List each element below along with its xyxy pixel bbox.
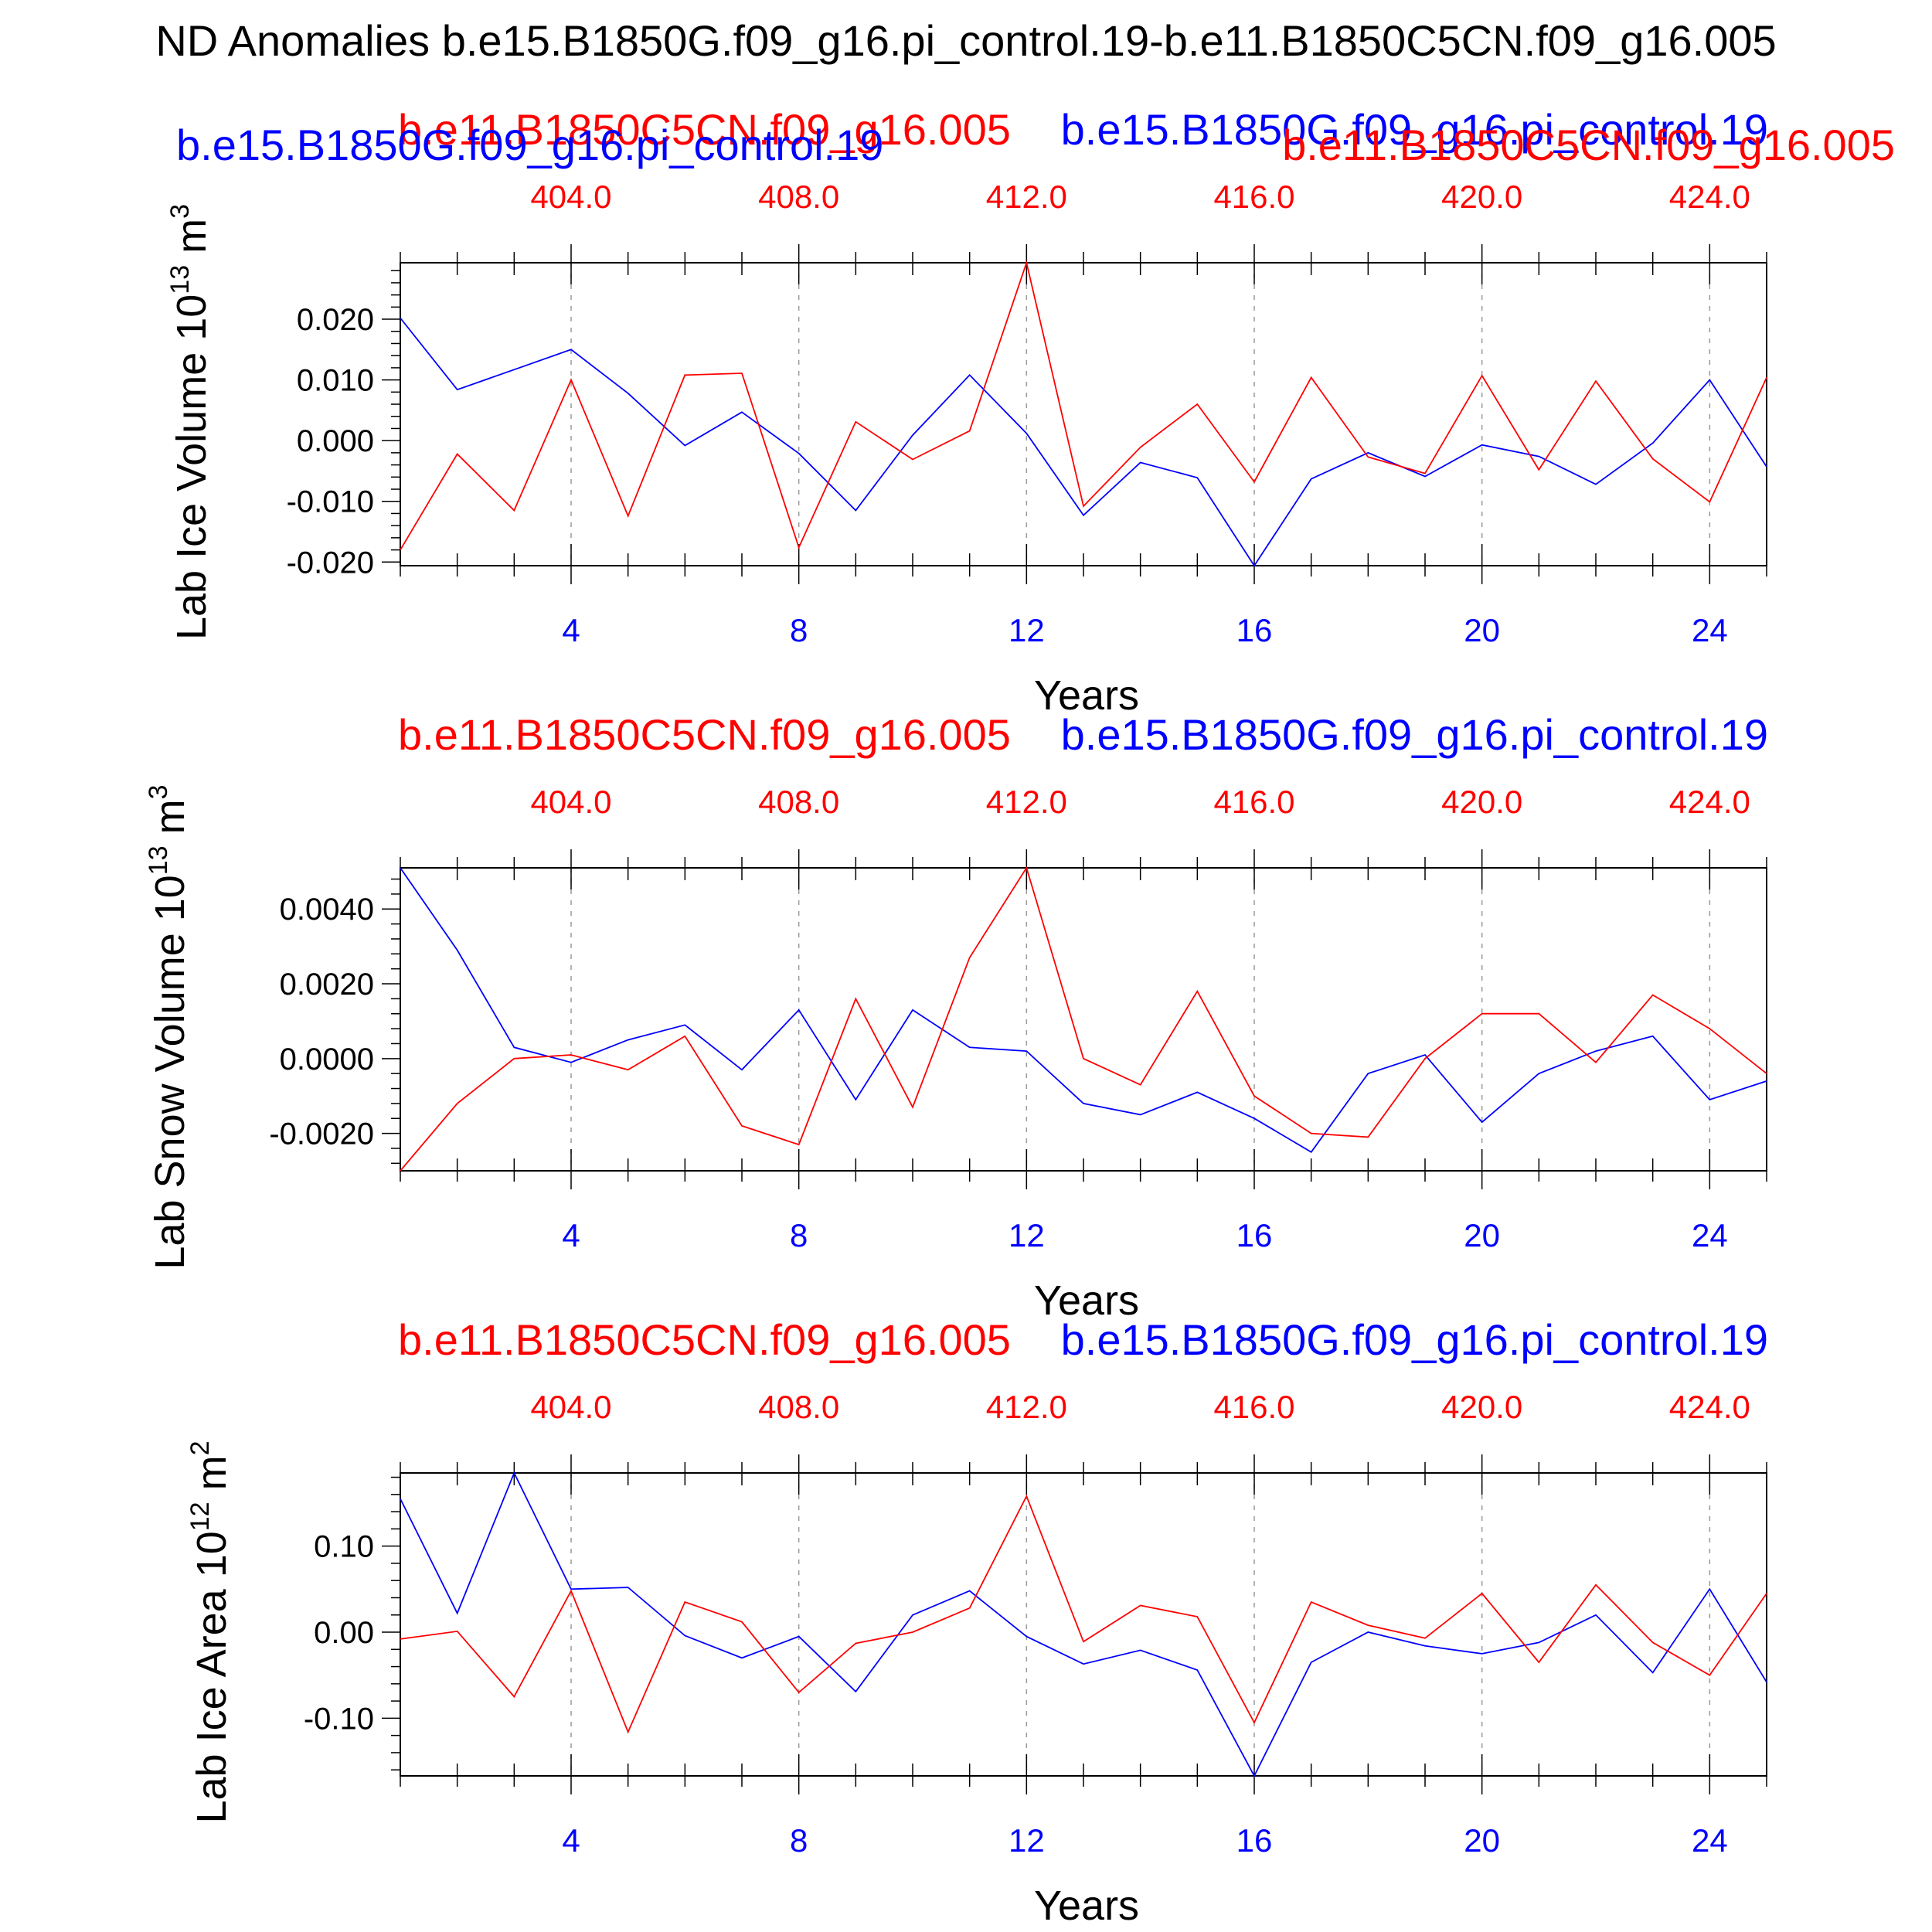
legend-red-name: b.e11.B1850C5CN.f09_g16.005	[398, 105, 1011, 154]
y-axis-title-unit: m	[189, 1455, 235, 1502]
y-tick-label: -0.10	[304, 1702, 374, 1736]
y-tick-label: 0.10	[314, 1530, 374, 1564]
x-top-tick-label: 424.0	[1669, 784, 1750, 820]
panel-3: -0.10 0.00 0.10 4 404.0 8 408.0 12 412.0 16 416.0 2…	[185, 1315, 1768, 1929]
y-axis-title-text: Lab Ice Volume 10	[168, 294, 215, 640]
plot-frame	[400, 262, 1767, 566]
x-tick-label: 8	[790, 1822, 808, 1859]
y-tick-label: 0.010	[297, 364, 374, 398]
y-axis-title: Lab Ice Volume 1013 m3	[165, 204, 215, 640]
legend-blue-name: b.e15.B1850G.f09_g16.pi_control.19	[1061, 105, 1768, 154]
legend-blue-name-alt: b.e15.B1850G.f09_g16.pi_control.19	[176, 121, 883, 169]
x-tick-label: 12	[1009, 1217, 1045, 1253]
legend-red-name-alt: b.e11.B1850C5CN.f09_g16.005	[1282, 121, 1895, 169]
x-top-tick-label: 420.0	[1441, 1389, 1522, 1425]
y-tick-label: -0.0020	[269, 1117, 374, 1151]
x-axis-title: Years	[1034, 1277, 1139, 1324]
y-axis-title-unit: m	[168, 219, 215, 265]
x-tick-label: 4	[562, 612, 580, 648]
legend-blue-name: b.e15.B1850G.f09_g16.pi_control.19	[1061, 710, 1768, 759]
x-top-tick-label: 408.0	[758, 784, 839, 820]
series-line-red	[400, 1494, 1767, 1734]
y-axis-title-text: Lab Ice Area 10	[189, 1531, 235, 1823]
y-axis-title-unit-exp: 3	[144, 784, 173, 799]
y-axis-title-unit: m	[147, 799, 193, 845]
series-line-blue	[400, 1471, 1767, 1777]
legend-red-name: b.e11.B1850C5CN.f09_g16.005	[398, 1315, 1011, 1364]
legend-red-name: b.e11.B1850C5CN.f09_g16.005	[398, 710, 1011, 759]
x-tick-label: 4	[562, 1217, 580, 1253]
y-tick-label: 0.020	[297, 303, 374, 337]
y-tick-label: 0.00	[314, 1616, 374, 1650]
x-top-tick-label: 420.0	[1441, 784, 1522, 820]
x-tick-label: 16	[1236, 1217, 1273, 1253]
y-axis-title-exp: 13	[144, 845, 173, 875]
x-top-tick-label: 424.0	[1669, 1389, 1750, 1425]
x-tick-label: 20	[1464, 1822, 1500, 1859]
panel-2: -0.0020 0.0000 0.0020 0.0040 4 404.0 8 408.0 12 4…	[144, 710, 1768, 1324]
x-top-tick-label: 404.0	[530, 784, 611, 820]
y-tick-label: 0.0020	[280, 968, 374, 1002]
x-tick-label: 16	[1236, 612, 1273, 648]
x-axis-title: Years	[1034, 672, 1139, 719]
x-top-tick-label: 420.0	[1441, 179, 1522, 215]
x-tick-label: 20	[1464, 612, 1500, 648]
x-tick-label: 8	[790, 612, 808, 648]
y-tick-label: 0.0040	[280, 893, 374, 927]
plot-frame	[400, 867, 1767, 1172]
x-tick-label: 12	[1009, 612, 1045, 648]
x-top-tick-label: 412.0	[986, 784, 1067, 820]
y-axis-title-unit-exp: 2	[185, 1440, 215, 1455]
y-axis-title: Lab Ice Area 1012 m2	[185, 1440, 235, 1823]
x-tick-label: 24	[1692, 1217, 1728, 1253]
series-line-blue	[400, 867, 1767, 1153]
x-top-tick-label: 424.0	[1669, 179, 1750, 215]
y-tick-label: -0.020	[287, 546, 374, 580]
x-tick-label: 8	[790, 1217, 808, 1253]
plot-frame	[400, 1472, 1767, 1777]
y-tick-label: -0.010	[287, 485, 374, 519]
series-line-red	[400, 260, 1767, 551]
y-tick-label: 0.0000	[280, 1043, 374, 1077]
y-axis-title-text: Lab Snow Volume 10	[147, 875, 193, 1269]
x-axis-title: Years	[1034, 1883, 1139, 1929]
x-top-tick-label: 408.0	[758, 1389, 839, 1425]
x-tick-label: 4	[562, 1822, 580, 1859]
x-tick-label: 24	[1692, 612, 1728, 648]
x-top-tick-label: 412.0	[986, 179, 1067, 215]
y-axis-title-exp: 12	[185, 1502, 215, 1531]
x-tick-label: 12	[1009, 1822, 1045, 1859]
x-tick-label: 16	[1236, 1822, 1273, 1859]
x-top-tick-label: 416.0	[1213, 179, 1294, 215]
x-tick-label: 20	[1464, 1217, 1500, 1253]
x-top-tick-label: 404.0	[530, 179, 611, 215]
y-axis-title-exp: 13	[165, 265, 195, 294]
panel-1: -0.020 -0.010 0.000 0.010 0.020 4 404.0 8 408.0 1…	[165, 105, 1895, 719]
x-top-tick-label: 404.0	[530, 1389, 611, 1425]
x-top-tick-label: 408.0	[758, 179, 839, 215]
x-top-tick-label: 412.0	[986, 1389, 1067, 1425]
x-top-tick-label: 416.0	[1213, 784, 1294, 820]
series-line-red	[400, 866, 1767, 1172]
legend-blue-name: b.e15.B1850G.f09_g16.pi_control.19	[1061, 1315, 1768, 1364]
x-tick-label: 24	[1692, 1822, 1728, 1859]
y-axis-title: Lab Snow Volume 1013 m3	[144, 784, 193, 1269]
y-tick-label: 0.000	[297, 424, 374, 458]
series-line-blue	[400, 317, 1767, 567]
panels: -0.020 -0.010 0.000 0.010 0.020 4 404.0 8 408.0 1…	[144, 105, 1895, 1929]
x-top-tick-label: 416.0	[1213, 1389, 1294, 1425]
y-axis-title-unit-exp: 3	[165, 204, 195, 219]
figure-title: ND Anomalies b.e15.B1850G.f09_g16.pi_con…	[155, 16, 1776, 65]
